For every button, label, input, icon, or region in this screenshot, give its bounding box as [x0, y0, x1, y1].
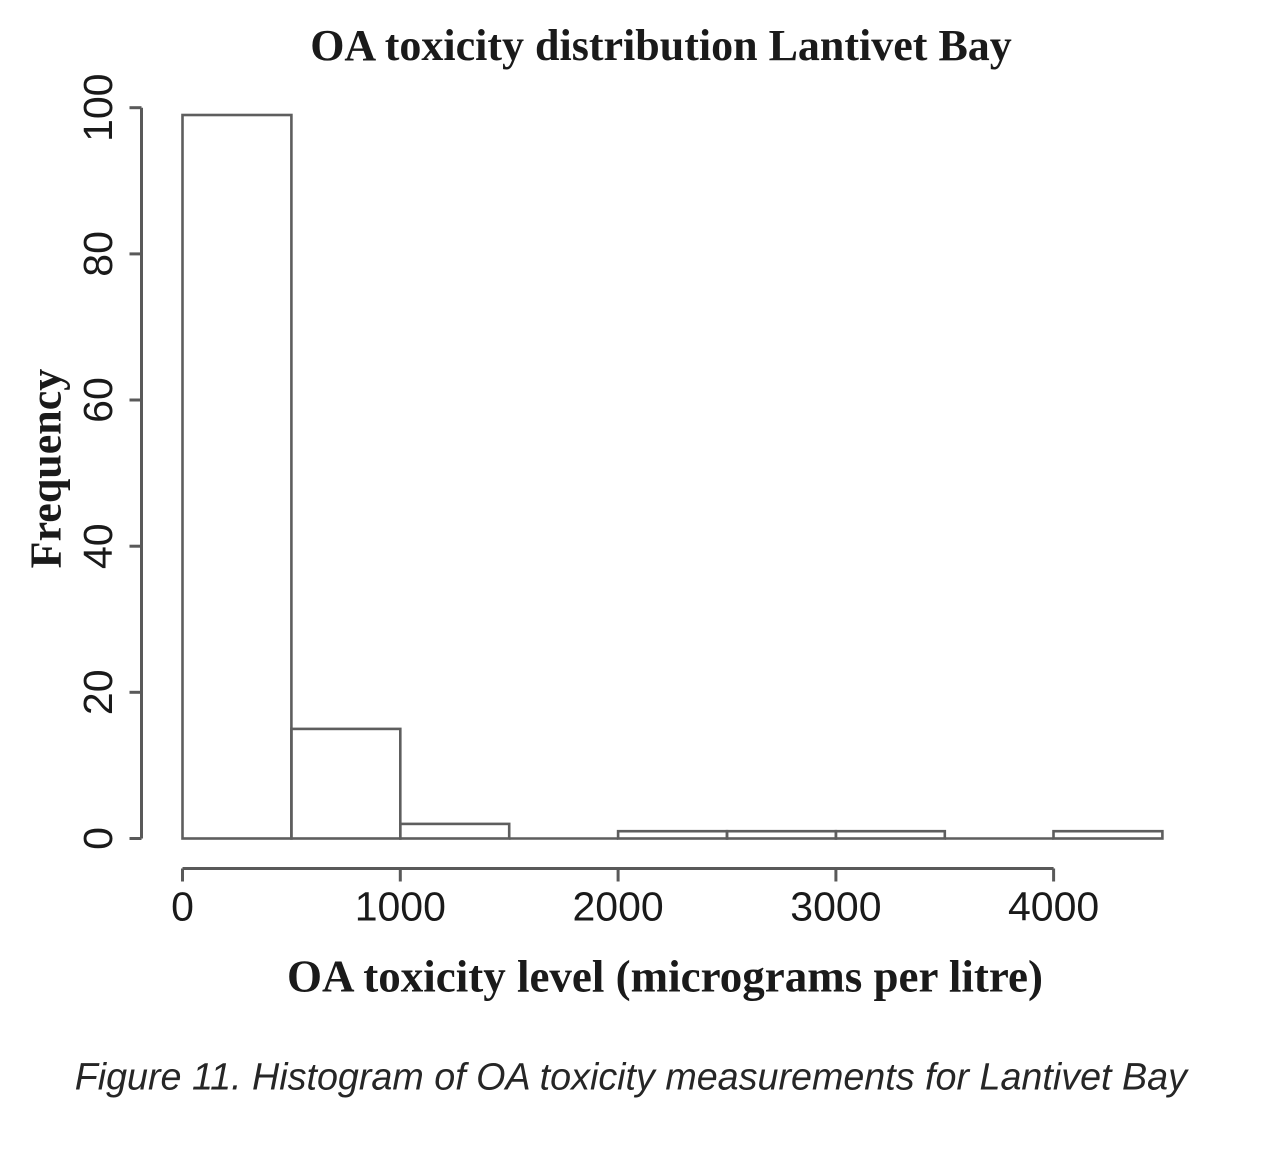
- svg-text:1000: 1000: [355, 884, 446, 930]
- svg-text:40: 40: [75, 523, 121, 569]
- svg-text:20: 20: [75, 669, 121, 715]
- svg-text:4000: 4000: [1008, 884, 1099, 930]
- svg-text:2000: 2000: [572, 884, 663, 930]
- svg-text:100: 100: [75, 73, 121, 141]
- svg-text:0: 0: [75, 827, 121, 850]
- svg-text:0: 0: [171, 884, 194, 930]
- svg-text:Figure 11. Histogram of OA tox: Figure 11. Histogram of OA toxicity meas…: [75, 1055, 1189, 1097]
- svg-text:80: 80: [75, 231, 121, 277]
- svg-text:60: 60: [75, 377, 121, 423]
- svg-text:Frequency: Frequency: [22, 369, 71, 569]
- svg-text:OA toxicity distribution Lanti: OA toxicity distribution Lantivet Bay: [310, 21, 1012, 70]
- svg-text:OA toxicity level (micrograms: OA toxicity level (micrograms per litre): [287, 951, 1043, 1001]
- svg-text:3000: 3000: [790, 884, 881, 930]
